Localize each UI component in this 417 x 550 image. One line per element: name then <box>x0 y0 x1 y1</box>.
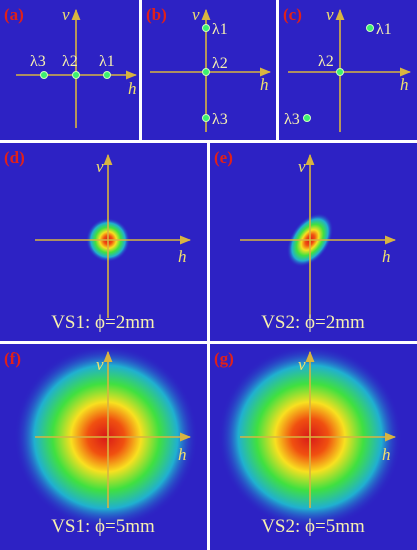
axis-label: v <box>62 5 70 24</box>
point-label: λ3 <box>284 111 300 128</box>
caption: VS1: ϕ=2mm <box>51 312 155 333</box>
axis-label: h <box>400 75 409 94</box>
panel-label: (d) <box>4 148 25 167</box>
point-label: λ1 <box>99 53 115 70</box>
point-label: λ1 <box>212 21 228 38</box>
axis-label: v <box>192 5 200 24</box>
panel-label: (e) <box>214 148 233 167</box>
axis-label: v <box>326 5 334 24</box>
point-label: λ2 <box>318 53 334 70</box>
panel-label: (f) <box>4 349 21 368</box>
axis-label: v <box>96 157 104 176</box>
axis-label: h <box>178 445 187 464</box>
axis-label: v <box>96 355 104 374</box>
axis-label: h <box>128 79 137 98</box>
point-label: λ3 <box>30 53 46 70</box>
caption: VS1: ϕ=5mm <box>51 516 155 537</box>
axis-label: h <box>260 75 269 94</box>
panel-label: (a) <box>4 5 24 24</box>
caption: VS2: ϕ=2mm <box>261 312 365 333</box>
point-label: λ2 <box>62 53 78 70</box>
point-label: λ3 <box>212 111 228 128</box>
axis-label: v <box>298 157 306 176</box>
caption: VS2: ϕ=5mm <box>261 516 365 537</box>
points <box>40 24 374 122</box>
point-label: λ1 <box>376 21 392 38</box>
panel-label: (c) <box>283 5 302 24</box>
point-label: λ2 <box>212 55 228 72</box>
panel-label: (b) <box>146 5 167 24</box>
panel-label: (g) <box>214 349 234 368</box>
axis-label: h <box>382 247 391 266</box>
axis-label: h <box>382 445 391 464</box>
axis-label: v <box>298 355 306 374</box>
axis-label: h <box>178 247 187 266</box>
